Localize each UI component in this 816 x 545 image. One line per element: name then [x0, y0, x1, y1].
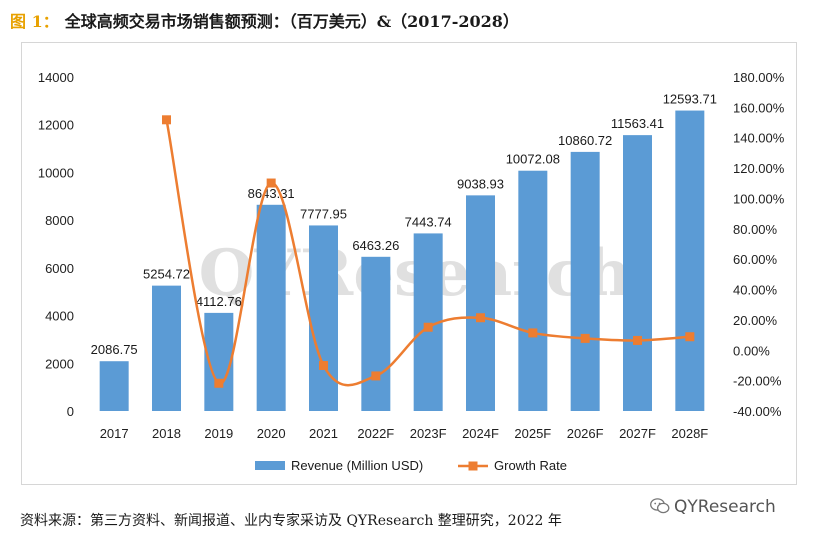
y-right-tick-label: 40.00%	[733, 283, 778, 298]
bar	[518, 170, 548, 411]
bar-data-label: 7777.95	[300, 206, 347, 221]
growth-rate-marker	[528, 328, 538, 338]
y-right-tick-label: 160.00%	[733, 100, 785, 115]
x-tick-label: 2017	[100, 426, 129, 441]
bar	[466, 195, 495, 411]
growth-rate-marker	[476, 313, 485, 323]
wechat-icon	[650, 498, 670, 514]
x-tick-label: 2020	[257, 426, 286, 441]
legend-marker-growth	[468, 461, 478, 471]
growth-rate-marker	[633, 335, 642, 345]
y-left-tick-label: 10000	[38, 165, 74, 180]
x-tick-label: 2025F	[514, 426, 551, 441]
x-tick-label: 2021	[309, 426, 338, 441]
bar-data-label: 11563.41	[611, 116, 664, 131]
bar-data-label: 10860.72	[558, 133, 612, 148]
y-right-tick-label: -40.00%	[733, 404, 782, 419]
x-tick-label: 2022F	[357, 426, 394, 441]
chart-title: 图 1： 全球高频交易市场销售额预测：（百万美元）&（2017-2028）	[10, 8, 519, 32]
x-tick-label: 2018	[152, 426, 181, 441]
x-tick-label: 2028F	[671, 426, 708, 441]
y-left-tick-label: 0	[67, 404, 74, 419]
y-right-tick-label: -20.00%	[733, 374, 782, 389]
figure-label: 图 1：	[10, 12, 59, 31]
bar-data-label: 2086.75	[91, 342, 138, 357]
y-right-tick-label: 120.00%	[733, 161, 785, 176]
y-right-tick-label: 0.00%	[733, 343, 770, 358]
y-left-tick-label: 8000	[45, 213, 74, 228]
bar	[361, 256, 391, 411]
growth-rate-marker	[266, 178, 276, 188]
growth-rate-marker	[580, 333, 590, 343]
y-left-tick-label: 6000	[45, 261, 74, 276]
y-left-tick-label: 2000	[45, 356, 74, 371]
brand-text: QYResearch	[674, 497, 776, 517]
y-left-tick-label: 4000	[45, 309, 74, 324]
brand-mark: QYResearch	[650, 497, 776, 517]
bar	[309, 225, 338, 411]
y-right-tick-label: 20.00%	[733, 313, 778, 328]
bar-data-label: 12593.71	[663, 92, 717, 107]
y-right-tick-label: 80.00%	[733, 222, 778, 237]
legend-swatch-revenue	[255, 461, 285, 470]
title-text: 全球高频交易市场销售额预测：（百万美元）&（2017-2028）	[64, 12, 519, 31]
growth-rate-marker	[685, 332, 695, 342]
x-tick-label: 2019	[204, 426, 233, 441]
growth-rate-marker	[423, 322, 433, 332]
legend-label-revenue: Revenue (Million USD)	[291, 458, 423, 473]
bar-data-label: 5254.72	[143, 267, 190, 282]
y-left-tick-label: 14000	[38, 70, 74, 85]
bar	[256, 204, 286, 411]
growth-rate-marker	[214, 378, 224, 388]
bar-data-label: 8643.31	[248, 186, 295, 201]
legend-label-growth: Growth Rate	[494, 458, 567, 473]
bar	[570, 151, 600, 411]
bar	[675, 110, 705, 412]
source-note: 资料来源：第三方资料、新闻报道、业内专家采访及 QYResearch 整理研究，…	[20, 513, 562, 529]
bar	[152, 285, 181, 411]
bar	[623, 135, 652, 412]
bar-data-label: 7443.74	[405, 214, 452, 229]
growth-rate-marker	[319, 360, 328, 370]
growth-rate-marker	[162, 115, 171, 125]
y-right-tick-label: 140.00%	[733, 131, 785, 146]
y-right-tick-label: 100.00%	[733, 191, 785, 206]
x-tick-label: 2026F	[567, 426, 604, 441]
bar	[99, 361, 129, 411]
chart-frame	[21, 42, 797, 485]
growth-rate-marker	[371, 371, 381, 381]
y-right-tick-label: 60.00%	[733, 252, 778, 267]
x-tick-label: 2027F	[619, 426, 656, 441]
y-left-tick-label: 12000	[38, 118, 74, 133]
bar-data-label: 6463.26	[352, 238, 399, 253]
x-tick-label: 2023F	[410, 426, 447, 441]
bar-data-label: 9038.93	[457, 176, 504, 191]
bar-data-label: 4112.76	[196, 294, 242, 309]
x-tick-label: 2024F	[462, 426, 499, 441]
bar-data-label: 10072.08	[506, 152, 560, 167]
y-right-tick-label: 180.00%	[733, 70, 785, 85]
